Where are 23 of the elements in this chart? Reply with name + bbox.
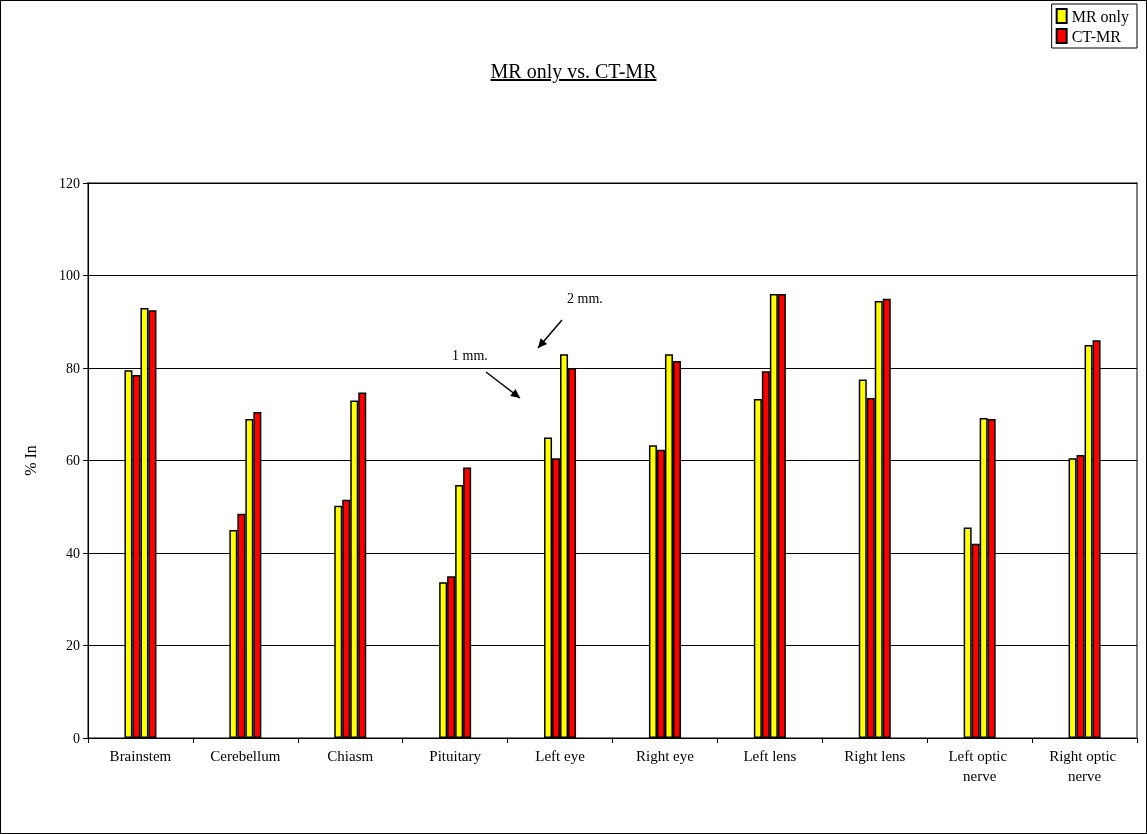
y-tick-label: 40 [66,545,80,561]
y-tick-label: 0 [73,730,80,746]
x-tick-label: Left eye [535,748,586,764]
y-tick-label: 100 [59,268,80,283]
x-tick-label: Left lens [743,748,797,764]
x-tick-label: Right lens [844,748,906,764]
legend-label: MR only [1071,7,1129,26]
chart-title: MR only vs. CT-MR [489,60,658,83]
y-tick-label: 60 [66,453,80,468]
y-tick-label: 20 [66,638,80,653]
x-tick-label: Right optic nerve [1049,748,1120,784]
x-tick-label: Chiasm [327,748,374,764]
y-axis-title: % In [21,445,39,476]
x-tick-label: Pituitary [429,748,482,764]
annotation: 2 mm. [567,290,603,306]
x-tick-label: Left optic nerve [948,748,1011,784]
y-tick-label: 80 [66,360,80,376]
y-tick-label: 120 [59,175,80,191]
legend-label: CT-MR [1071,27,1122,45]
annotation: 1 mm. [452,347,488,363]
x-tick-label: Brainstem [109,748,172,764]
x-tick-label: Right eye [636,748,695,764]
x-tick-label: Cerebellum [210,748,281,764]
